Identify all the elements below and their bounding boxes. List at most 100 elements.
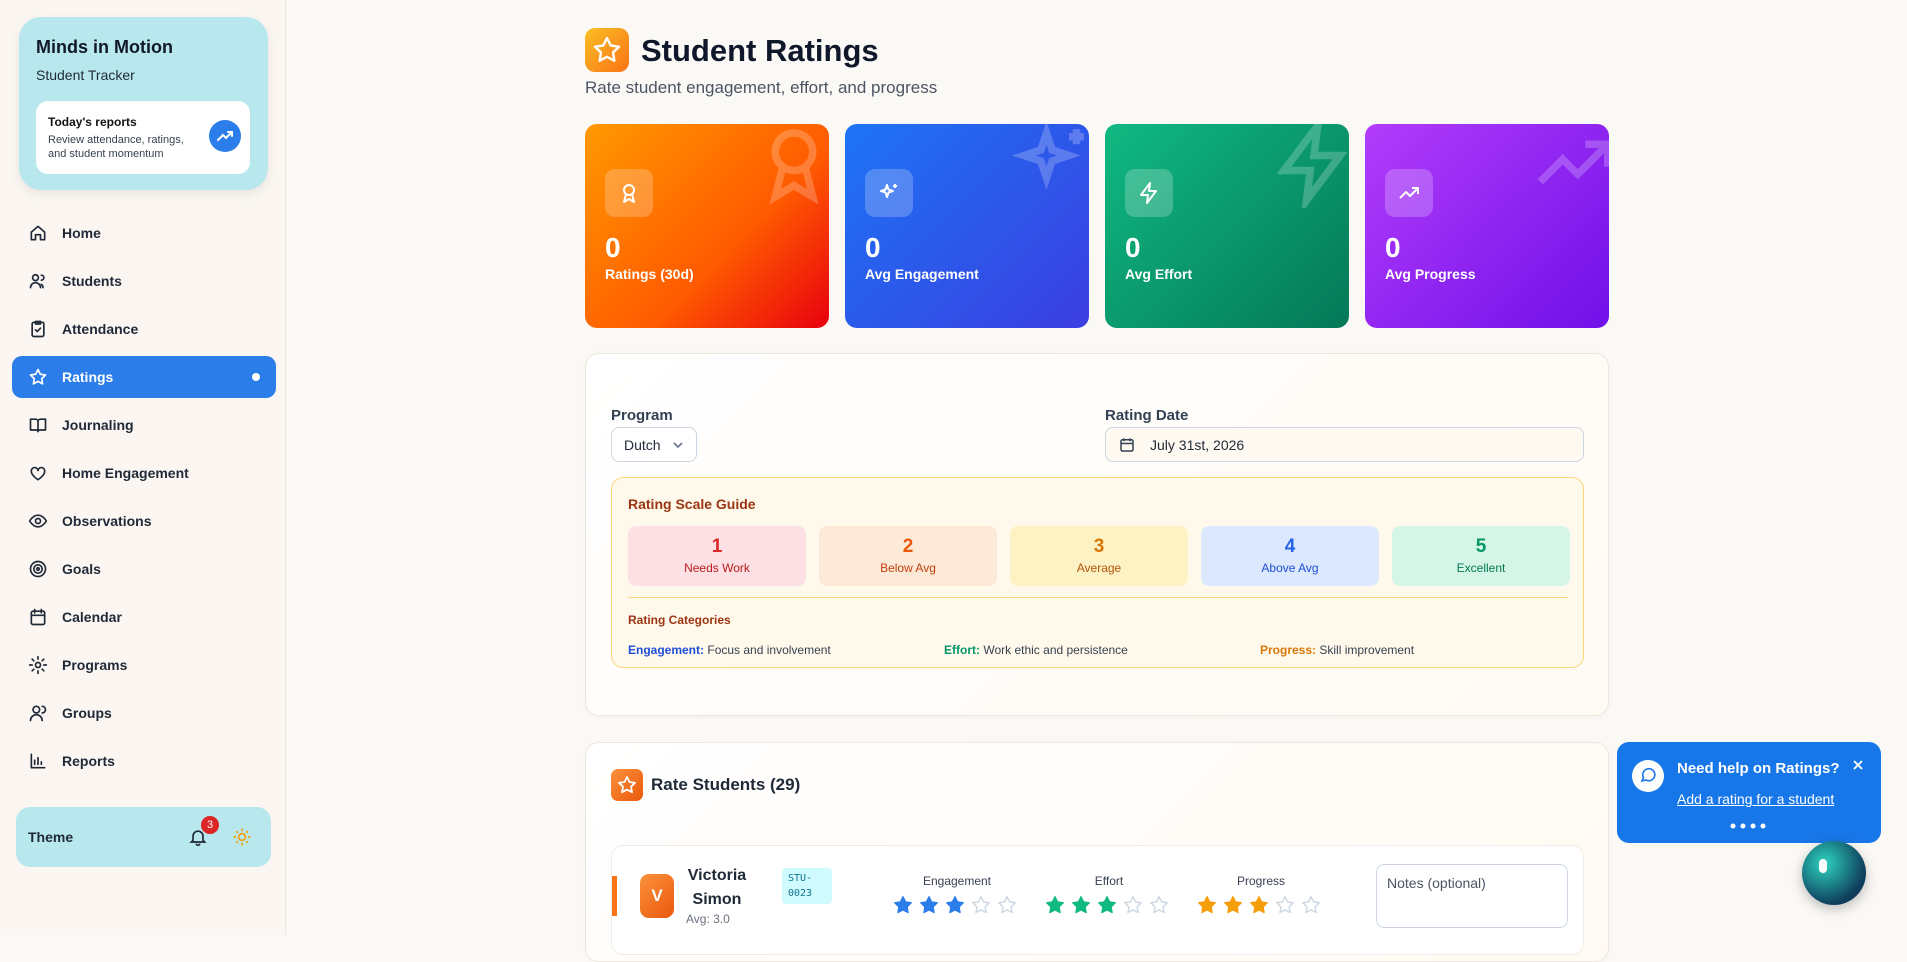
student-name[interactable]: Victoria Simon [687,867,747,908]
star[interactable] [1248,894,1270,916]
rating-name: Engagement [922,874,992,888]
brand-title: Minds in Motion [36,37,173,57]
category-name: Progress: [1260,643,1317,657]
page-subtitle: Rate student engagement, effort, and pro… [585,78,938,97]
star[interactable] [1044,894,1066,916]
nav-icon [30,608,46,626]
star[interactable] [1122,894,1144,916]
theme-bar: Theme 3 [16,807,271,867]
chat-icon [1632,760,1664,792]
star[interactable] [1300,894,1322,916]
close-button[interactable] [1851,758,1865,772]
nav-item[interactable]: Students [12,260,276,302]
nav-item[interactable]: Observations [12,500,276,542]
help-title: Need help on Ratings? [1677,760,1840,777]
rating-guide: Rating Scale Guide 1 Needs Work 2 Below Avg… [611,477,1584,668]
rating-name: Progress [1236,874,1286,888]
star[interactable] [918,894,940,916]
nav-item[interactable]: Groups [12,692,276,734]
scale-value: 4 [1284,536,1296,557]
scale-item: 1 Needs Work [628,526,806,586]
nav-item[interactable]: Ratings [12,356,276,398]
rating-name: Effort [1094,874,1124,888]
nav-icon [29,273,45,289]
nav-icon [29,560,47,578]
category-text: Focus and involvement [707,643,831,657]
nav-item[interactable]: Goals [12,548,276,590]
sun-icon[interactable] [232,827,252,847]
nav-item[interactable]: Programs [12,644,276,686]
bell-icon[interactable] [188,827,208,847]
nav-item[interactable]: Home Engagement [12,452,276,494]
brand-subtitle: Student Tracker [36,67,135,83]
nav-label: Students [62,273,122,289]
assistant-bubble[interactable] [1802,841,1866,905]
nav-item[interactable]: Journaling [12,404,276,446]
active-dot [252,373,260,381]
nav-label: Calendar [62,609,122,625]
trend-button[interactable] [209,120,241,152]
star[interactable] [1148,894,1170,916]
program-select[interactable]: Dutch [611,427,697,462]
student-avg: Avg: 3.0 [686,912,730,926]
scale-item: 5 Excellent [1392,526,1570,586]
header-icon [585,28,629,72]
nav-item[interactable]: Attendance [12,308,276,350]
card-watermark [1537,140,1609,185]
star[interactable] [944,894,966,916]
scale-item: 2 Below Avg [819,526,997,586]
stat-card: 0 Avg Effort [1105,124,1349,328]
theme-label: Theme [28,829,74,845]
student-id: STU-0023 [782,868,832,904]
stat-value: 0 [1125,232,1141,263]
nav-icon [30,466,46,481]
help-link[interactable]: Add a rating for a student [1677,791,1835,807]
nav-icon [30,225,46,241]
scale-item: 3 Average [1010,526,1188,586]
star[interactable] [892,894,914,916]
star[interactable] [970,894,992,916]
category: Engagement: Focus and involvement [628,643,831,657]
star[interactable] [1274,894,1296,916]
nav-icon [31,320,45,338]
card-watermark [1276,124,1348,208]
star-row [1044,894,1174,921]
notes-input[interactable]: Notes (optional) [1376,864,1568,928]
student-avatar: V [640,874,674,918]
scale-value: 3 [1093,536,1105,557]
nav-item[interactable]: Calendar [12,596,276,638]
today-title: Today's reports [48,115,137,129]
stat-label: Ratings (30d) [605,266,694,282]
rating-group: Progress [1196,874,1326,921]
stat-value: 0 [865,232,881,263]
scale-label: Average [1076,561,1122,575]
card-icon [1385,169,1433,217]
star-row [1196,894,1326,921]
notification-badge: 3 [201,816,219,834]
star[interactable] [996,894,1018,916]
star[interactable] [1096,894,1118,916]
nav-label: Home [62,225,101,241]
star-row [892,894,1022,921]
star[interactable] [1222,894,1244,916]
scale-label: Below Avg [880,561,936,575]
card-watermark [1012,124,1084,190]
scale-value: 5 [1475,536,1487,557]
nav-item[interactable]: Home [12,212,276,254]
nav-label: Programs [62,657,128,673]
stat-value: 0 [605,232,621,263]
date-input[interactable]: July 31st, 2026 [1105,427,1584,462]
today-reports[interactable]: Today's reports Review attendance, ratin… [36,101,250,174]
category-text: Work ethic and persistence [983,643,1128,657]
sidebar: Minds in Motion Student Tracker Today's … [0,0,286,935]
rating-group: Engagement [892,874,1022,921]
nav-label: Home Engagement [62,465,189,481]
rate-panel: Rate Students (29) V Victoria Simon Avg: 3… [585,742,1609,962]
nav-item[interactable]: Reports [12,740,276,782]
star[interactable] [1196,894,1218,916]
stat-card: 0 Ratings (30d) [585,124,829,328]
star[interactable] [1070,894,1092,916]
today-text: Review attendance, ratings, and student … [48,134,184,160]
page-title: Student Ratings [641,33,879,68]
